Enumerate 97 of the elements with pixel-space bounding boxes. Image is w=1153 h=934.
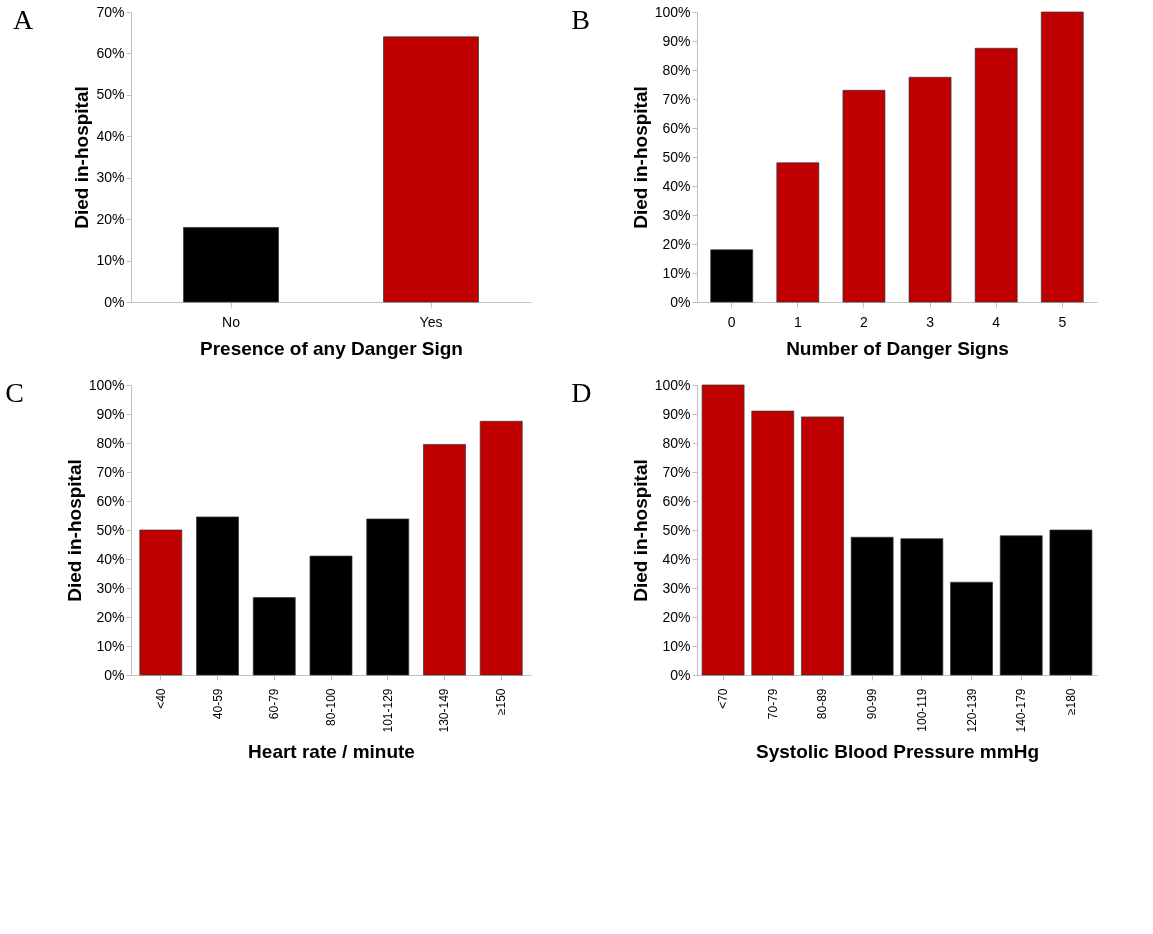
bar — [776, 162, 820, 303]
y-tick-label: 0% — [670, 666, 691, 683]
x-tick-label: 120-139 — [964, 688, 979, 733]
y-tick-label: 30% — [662, 579, 691, 596]
y-tick-label: 0% — [670, 293, 691, 310]
x-tick-label: 0 — [727, 313, 736, 330]
x-tick-label: <70 — [716, 688, 731, 709]
bar — [423, 444, 466, 676]
x-axis-title: Presence of any Danger Sign — [200, 337, 463, 359]
x-tick-label: 2 — [860, 313, 869, 330]
chart-title: B — [571, 4, 590, 35]
bar — [479, 420, 523, 676]
y-tick-label: 70% — [96, 463, 125, 480]
bar — [900, 538, 944, 676]
y-tick-label: 50% — [96, 521, 125, 538]
x-tick-label: <40 — [153, 688, 168, 709]
y-tick-label: 50% — [662, 521, 691, 538]
bar — [701, 384, 745, 676]
y-tick-label: 30% — [96, 169, 125, 186]
y-tick-label: 80% — [662, 61, 691, 78]
bar — [974, 47, 1018, 303]
y-tick-label: 10% — [662, 264, 691, 281]
y-tick-label: 70% — [96, 3, 125, 20]
x-tick-label: 70-79 — [765, 688, 780, 720]
x-tick-label: ≥150 — [494, 688, 509, 716]
y-tick-label: 20% — [662, 608, 691, 625]
bar — [1049, 529, 1093, 676]
x-tick-label: ≥180 — [1063, 688, 1078, 716]
y-tick-label: 0% — [104, 666, 125, 683]
x-tick-label: 80-100 — [324, 688, 338, 726]
y-tick-label: 90% — [662, 405, 691, 422]
x-tick-label: 130-149 — [437, 688, 452, 733]
y-tick-label: 20% — [96, 210, 125, 227]
x-tick-label: No — [222, 313, 241, 330]
y-tick-label: 60% — [662, 119, 691, 136]
y-tick-label: 20% — [96, 608, 125, 625]
bar — [1040, 11, 1084, 303]
y-tick-label: 40% — [96, 550, 125, 567]
chart-title: A — [12, 4, 34, 35]
bar — [710, 249, 754, 303]
x-tick-label: 100-119 — [914, 688, 929, 732]
y-tick-label: 10% — [662, 637, 691, 654]
x-axis-title: Number of Danger Signs — [786, 337, 1009, 359]
x-tick-label: 90-99 — [865, 688, 880, 720]
y-tick-label: 20% — [662, 235, 691, 252]
y-tick-label: 30% — [96, 579, 125, 596]
y-tick-label: 40% — [662, 177, 691, 194]
bar — [139, 529, 183, 676]
y-axis-title: Died in-hospital — [629, 459, 651, 602]
y-tick-label: 10% — [96, 252, 125, 269]
y-tick-label: 60% — [96, 492, 125, 509]
x-tick-label: 4 — [992, 313, 1001, 330]
y-tick-label: 90% — [662, 32, 691, 49]
y-tick-label: 60% — [662, 492, 691, 509]
x-tick-label: 1 — [793, 313, 802, 330]
y-tick-label: 50% — [662, 148, 691, 165]
y-tick-label: 80% — [662, 434, 691, 451]
chart-title: C — [5, 377, 24, 408]
chart-title: D — [571, 377, 592, 408]
y-tick-label: 100% — [654, 376, 691, 393]
y-tick-label: 60% — [96, 44, 125, 61]
y-tick-label: 90% — [96, 405, 125, 422]
y-tick-label: 10% — [96, 637, 125, 654]
x-axis-title: Systolic Blood Pressure mmHg — [756, 740, 1039, 762]
bar — [908, 76, 952, 303]
y-tick-label: 40% — [96, 127, 125, 144]
x-tick-label: 40-59 — [210, 688, 225, 720]
y-tick-label: 50% — [96, 86, 125, 103]
x-tick-label: Yes — [419, 313, 443, 330]
x-axis-title: Heart rate / minute — [248, 740, 415, 762]
x-tick-label: 101-129 — [380, 688, 395, 733]
y-tick-label: 0% — [104, 293, 125, 310]
x-tick-label: 140-179 — [1014, 688, 1029, 733]
y-tick-label: 30% — [662, 206, 691, 223]
bar — [252, 597, 296, 676]
bar — [950, 581, 993, 676]
bar — [751, 410, 795, 676]
bar — [850, 536, 894, 676]
bar — [309, 555, 353, 676]
y-tick-label: 100% — [88, 376, 125, 393]
bar — [801, 416, 844, 676]
y-tick-label: 40% — [662, 550, 691, 567]
y-tick-label: 80% — [96, 434, 125, 451]
bar — [366, 518, 410, 676]
y-axis-title: Died in-hospital — [63, 459, 85, 602]
x-tick-label: 5 — [1058, 313, 1067, 330]
bar — [196, 516, 239, 676]
x-tick-label: 60-79 — [267, 688, 282, 720]
y-axis-title: Died in-hospital — [71, 86, 93, 229]
bar — [842, 89, 886, 303]
y-tick-label: 70% — [662, 463, 691, 480]
bar — [999, 535, 1043, 676]
y-axis-title: Died in-hospital — [629, 86, 651, 229]
x-tick-label: 3 — [926, 313, 935, 330]
y-tick-label: 70% — [662, 90, 691, 107]
y-tick-label: 100% — [654, 3, 691, 20]
x-tick-label: 80-89 — [815, 688, 830, 720]
